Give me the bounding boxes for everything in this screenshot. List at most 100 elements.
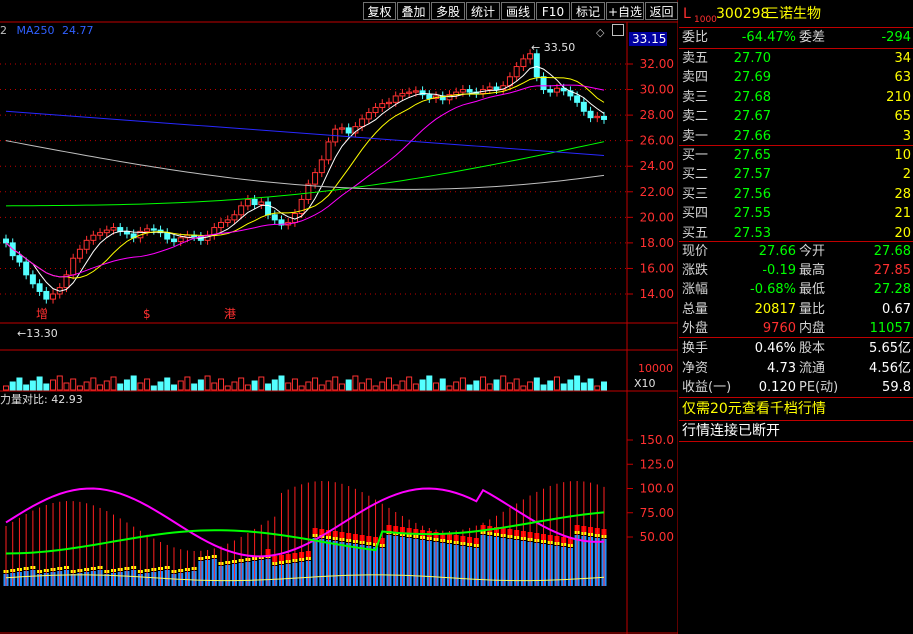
volume-bar xyxy=(345,379,352,391)
bid-row[interactable]: 买五 27.53 20 xyxy=(679,224,913,243)
volume-bar xyxy=(43,383,50,391)
volume-bar xyxy=(567,379,574,391)
stat-value: 0.46% xyxy=(754,341,796,356)
price-tick-label: 14.00 xyxy=(640,287,674,301)
indicator-line-magenta xyxy=(5,487,605,558)
ask-label: 卖三 xyxy=(682,89,709,105)
stat-label: 最低 xyxy=(799,282,826,298)
volume-bar xyxy=(325,380,332,391)
ask-row[interactable]: 卖五 27.70 34 xyxy=(679,49,913,68)
candle-body xyxy=(238,205,245,216)
stat-label: 股本 xyxy=(799,341,826,356)
candle-body xyxy=(298,198,305,214)
ask-row[interactable]: 卖三 27.68 210 xyxy=(679,88,913,107)
add-watchlist-button[interactable]: +自选 xyxy=(606,2,644,20)
candle-body xyxy=(520,58,527,68)
candle-body xyxy=(412,90,419,93)
volume-bar xyxy=(271,379,278,391)
ask-price: 27.67 xyxy=(733,109,771,125)
stock-code: 300298 xyxy=(716,6,770,22)
stat-value: 0.67 xyxy=(882,301,911,317)
back-button[interactable]: 返回 xyxy=(645,2,678,20)
bid-row[interactable]: 买四 27.55 21 xyxy=(679,204,913,223)
bid-volume: 2 xyxy=(902,167,911,183)
volume-bar xyxy=(251,380,258,391)
candle-body xyxy=(278,219,285,226)
volume-bar xyxy=(291,378,298,391)
ask-volume: 65 xyxy=(894,109,911,125)
ask-row[interactable]: 卖四 27.69 63 xyxy=(679,68,913,87)
candle-body xyxy=(399,92,406,97)
draw-line-button[interactable]: 画线 xyxy=(501,2,535,20)
volume-bar xyxy=(144,378,151,391)
candle-body xyxy=(325,141,332,161)
volume-bar xyxy=(352,375,359,391)
status-row: 行情连接已断开 xyxy=(679,421,913,441)
candle-body xyxy=(406,91,413,94)
volume-bar xyxy=(379,381,386,391)
ma250-line xyxy=(5,140,605,190)
volume-bar xyxy=(164,377,171,391)
volume-bar xyxy=(594,385,601,391)
overlay-button[interactable]: 叠加 xyxy=(397,2,430,20)
kline-chart-canvas[interactable]: 32.00 30.00 28.00 26.00 24.00 22.00 20.00 18.00… xyxy=(0,0,678,634)
volume-bar xyxy=(392,384,399,391)
volume-bar xyxy=(318,384,325,391)
f10-button[interactable]: F10 xyxy=(536,2,570,20)
ask-row[interactable]: 卖二 27.67 65 xyxy=(679,107,913,126)
volume-bar xyxy=(580,382,587,391)
volume-bar xyxy=(103,380,110,391)
indicator-line-yellow xyxy=(5,574,605,582)
candle-body xyxy=(426,94,433,99)
volume-bar xyxy=(224,385,231,391)
statistics-button[interactable]: 统计 xyxy=(466,2,500,20)
volume-bar xyxy=(117,383,124,391)
promo-text[interactable]: 仅需20元查看千档行情 xyxy=(682,401,826,417)
candle-body xyxy=(76,248,83,259)
candle-body xyxy=(318,159,325,174)
candle-body xyxy=(385,101,392,105)
candle-body xyxy=(177,237,184,243)
ma10-line xyxy=(5,76,605,279)
volume-bar xyxy=(70,378,77,391)
stat-label: 最高 xyxy=(799,263,826,279)
bid-row[interactable]: 买二 27.57 2 xyxy=(679,165,913,184)
fuquan-button[interactable]: 复权 xyxy=(363,2,396,20)
ask-price: 27.68 xyxy=(733,89,771,105)
stat-row: 涨幅 -0.68% 最低 27.28 xyxy=(679,280,913,299)
bid-row[interactable]: 买一 27.65 10 xyxy=(679,146,913,165)
volume-bar xyxy=(332,376,339,391)
mark-button[interactable]: 标记 xyxy=(571,2,605,20)
stat-value: 59.8 xyxy=(882,380,911,395)
volume-bar xyxy=(601,381,607,391)
kline-chart-area[interactable]: 32.00 30.00 28.00 26.00 24.00 22.00 20.00 18.00… xyxy=(0,0,678,634)
candle-body xyxy=(144,228,151,232)
volume-bar xyxy=(406,376,413,391)
promo-row[interactable]: 仅需20元查看千档行情 xyxy=(679,399,913,419)
volume-tick-label: 10000 xyxy=(638,362,673,375)
stat-value: 4.73 xyxy=(767,360,796,376)
indicator-tick-label: 100.0 xyxy=(640,482,674,496)
multi-stock-button[interactable]: 多股 xyxy=(431,2,465,20)
stat-label: 收益(一) xyxy=(682,380,732,395)
indicator-title: 力量对比: 42.93 xyxy=(0,393,83,406)
volume-bar xyxy=(211,382,218,391)
ask-row[interactable]: 卖一 27.66 3 xyxy=(679,127,913,146)
volume-bar xyxy=(110,376,117,391)
bid-label: 买一 xyxy=(682,148,709,163)
stat-value: 27.85 xyxy=(873,263,911,279)
price-tick-label: 28.00 xyxy=(640,108,674,122)
event-marker: 港 xyxy=(224,307,236,321)
volume-bar xyxy=(278,375,285,391)
stat-row: 净资 4.73 流通 4.56亿 xyxy=(679,359,913,378)
connection-status: 行情连接已断开 xyxy=(682,423,780,439)
window-toggle-icon[interactable] xyxy=(612,24,624,36)
stat-label: 净资 xyxy=(682,360,709,376)
diamond-icon[interactable]: ◇ xyxy=(596,26,605,39)
stat-row: 外盘 9760 内盘 11057 xyxy=(679,319,913,338)
volume-bar xyxy=(426,375,433,391)
bid-row[interactable]: 买三 27.56 28 xyxy=(679,185,913,204)
event-marker: $ xyxy=(143,307,151,321)
indicator-tick-label: 150.0 xyxy=(640,433,674,447)
candle-body xyxy=(83,239,90,250)
